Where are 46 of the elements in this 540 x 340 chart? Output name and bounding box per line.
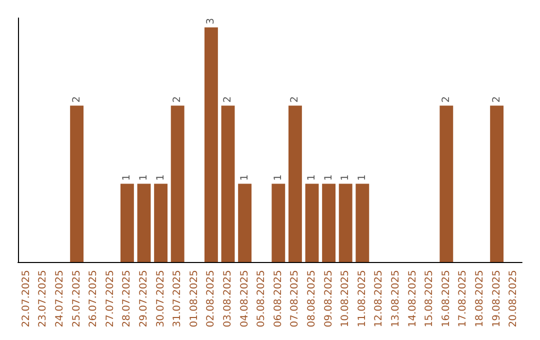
- x-tick-label: 18.08.2025: [474, 270, 486, 328]
- x-tick-label: 08.08.2025: [306, 270, 318, 328]
- data-label: 2: [172, 96, 184, 103]
- data-label: 1: [272, 174, 284, 181]
- x-tick-label: 31.07.2025: [172, 270, 184, 328]
- x-tick-label: 03.08.2025: [222, 270, 234, 328]
- data-label: 1: [122, 174, 133, 181]
- x-tick-label: 11.08.2025: [356, 270, 368, 328]
- x-tick-label: 09.08.2025: [323, 270, 334, 328]
- data-label: 2: [491, 96, 502, 103]
- data-label: 2: [71, 96, 82, 103]
- x-tick-label: 29.07.2025: [138, 270, 150, 328]
- x-tick-label: 19.08.2025: [491, 270, 502, 328]
- x-tick-label: 01.08.2025: [188, 270, 200, 328]
- data-label: 2: [440, 96, 452, 103]
- x-tick-label: 17.08.2025: [458, 270, 469, 328]
- x-tick-label: 20.08.2025: [508, 270, 520, 328]
- data-label: 1: [155, 174, 166, 181]
- data-label: 1: [340, 174, 352, 181]
- data-label: 3: [206, 18, 217, 24]
- data-label: 2: [290, 96, 301, 103]
- x-tick-label: 23.07.2025: [38, 270, 49, 328]
- x-tick-label: 24.07.2025: [54, 270, 66, 328]
- x-tick-label: 26.07.2025: [88, 270, 100, 328]
- data-label: 1: [306, 174, 318, 181]
- x-tick-label: 10.08.2025: [340, 270, 352, 328]
- x-tick-label: 12.08.2025: [374, 270, 385, 328]
- data-label: 1: [239, 174, 250, 181]
- x-tick-label: 07.08.2025: [290, 270, 301, 328]
- x-tick-label: 16.08.2025: [440, 270, 452, 328]
- x-tick-label: 04.08.2025: [239, 270, 250, 328]
- data-label: 1: [323, 174, 334, 181]
- x-tick-label: 25.07.2025: [71, 270, 82, 328]
- x-tick-label: 06.08.2025: [272, 270, 284, 328]
- x-tick-label: 15.08.2025: [424, 270, 436, 328]
- data-label: 1: [138, 174, 150, 181]
- x-tick-label: 30.07.2025: [155, 270, 166, 328]
- x-tick-label: 22.07.2025: [20, 270, 32, 328]
- x-tick-label: 13.08.2025: [390, 270, 402, 328]
- data-label: 2: [222, 96, 234, 103]
- x-tick-label: 27.07.2025: [104, 270, 116, 328]
- x-tick-label: 28.07.2025: [122, 270, 133, 328]
- data-label: 1: [356, 174, 368, 181]
- x-tick-label: 02.08.2025: [206, 270, 217, 328]
- x-tick-label: 14.08.2025: [407, 270, 418, 328]
- x-tick-label: 05.08.2025: [256, 270, 268, 328]
